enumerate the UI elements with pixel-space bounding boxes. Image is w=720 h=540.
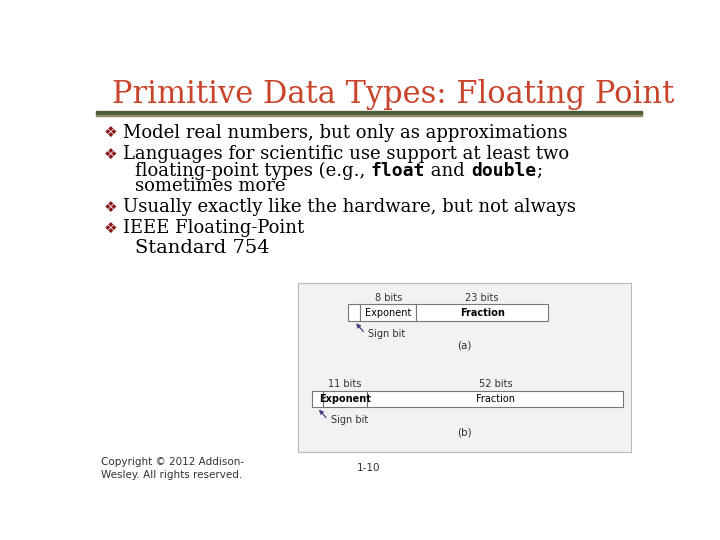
Text: Primitive Data Types: Floating Point: Primitive Data Types: Floating Point (112, 78, 674, 110)
Text: Standard 754: Standard 754 (135, 239, 269, 257)
Bar (96, 111, 642, 115)
Text: 8 bits: 8 bits (374, 293, 402, 303)
Text: ;: ; (536, 162, 542, 180)
Text: 11 bits: 11 bits (328, 379, 361, 389)
Text: Model real numbers, but only as approximations: Model real numbers, but only as approxim… (122, 124, 567, 141)
Text: (b): (b) (457, 427, 472, 437)
Bar (367, 390, 624, 408)
Text: Sign bit: Sign bit (368, 328, 405, 339)
Text: ❖: ❖ (104, 200, 117, 215)
Text: ❖: ❖ (104, 220, 117, 235)
Text: IEEE Floating-Point: IEEE Floating-Point (122, 219, 304, 237)
Text: 23 bits: 23 bits (465, 293, 499, 303)
Bar (96, 115, 642, 117)
Text: 52 bits: 52 bits (479, 379, 512, 389)
Text: float: float (371, 162, 426, 180)
Text: double: double (471, 162, 536, 180)
Text: 1-10: 1-10 (357, 463, 381, 473)
Text: floating-point types (e.g.,: floating-point types (e.g., (135, 162, 371, 180)
Text: (a): (a) (457, 341, 472, 351)
Text: Copyright © 2012 Addison-
Wesley. All rights reserved.: Copyright © 2012 Addison- Wesley. All ri… (101, 457, 244, 480)
Text: Fraction: Fraction (476, 394, 515, 404)
Text: sometimes more: sometimes more (135, 178, 285, 195)
Text: Exponent: Exponent (319, 394, 371, 404)
Bar (323, 390, 367, 408)
Text: Fraction: Fraction (459, 308, 505, 318)
Text: and: and (426, 162, 471, 180)
Text: Usually exactly like the hardware, but not always: Usually exactly like the hardware, but n… (122, 198, 575, 216)
Bar (348, 304, 361, 321)
Text: ❖: ❖ (104, 125, 117, 140)
Text: ❖: ❖ (104, 147, 117, 161)
Text: Sign bit: Sign bit (331, 415, 368, 425)
Bar (361, 304, 416, 321)
Bar (312, 390, 323, 408)
Bar (297, 283, 631, 452)
Bar (416, 304, 548, 321)
Text: Languages for scientific use support at least two: Languages for scientific use support at … (122, 145, 569, 163)
Text: Exponent: Exponent (365, 308, 412, 318)
